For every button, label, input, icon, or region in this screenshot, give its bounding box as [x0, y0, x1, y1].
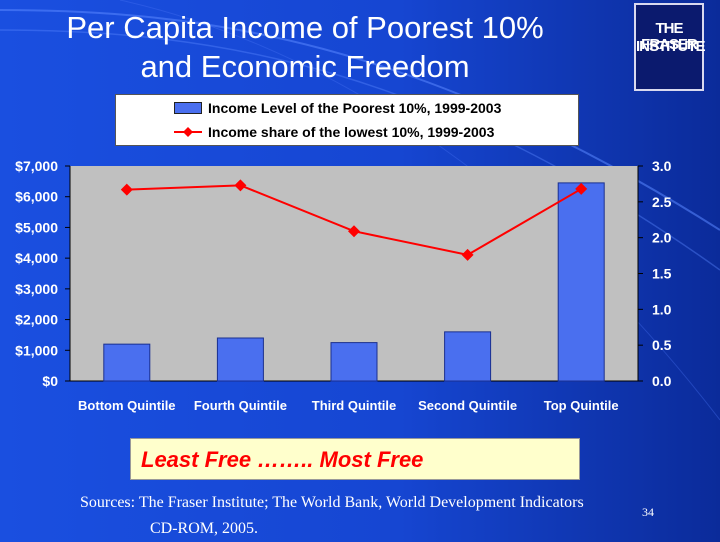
freedom-scale-text: Least Free …….. Most Free: [141, 447, 424, 472]
sources-note: Sources: The Fraser Institute; The World…: [80, 490, 680, 542]
right-tick-label: 2.5: [652, 194, 672, 210]
slide-title: Per Capita Income of Poorest 10% and Eco…: [10, 8, 600, 86]
line-marker-second-quintile: [461, 248, 474, 261]
sources-line-2: CD-ROM, 2005.: [150, 520, 259, 537]
bar-fourth-quintile: [216, 337, 264, 382]
line-marker-top-quintile: [575, 182, 588, 195]
left-tick-label: $0: [42, 373, 58, 389]
category-labels: Bottom Quintile Fourth Quintile Third Quin…: [78, 398, 619, 413]
left-tick-label: $2,000: [15, 312, 58, 328]
category-label: Fourth Quintile: [194, 398, 287, 413]
bar-top-quintile: [557, 182, 605, 382]
title-line-2: and Economic Freedom: [140, 49, 470, 84]
chart-legend: Income Level of the Poorest 10%, 1999-20…: [115, 94, 579, 146]
left-tick-label: $1,000: [15, 342, 58, 358]
bar-series: [103, 182, 605, 382]
right-axis: 0.0 0.5 1.0 1.5 2.0 2.5 3.0: [637, 158, 672, 389]
category-label: Third Quintile: [312, 398, 397, 413]
legend-label-bar: Income Level of the Poorest 10%, 1999-20…: [208, 100, 502, 116]
bar-third-quintile: [330, 342, 378, 382]
page-number: 34: [642, 505, 654, 519]
bar-bottom-quintile: [103, 343, 151, 382]
line-marker-fourth-quintile: [234, 179, 247, 192]
category-label: Bottom Quintile: [78, 398, 176, 413]
right-tick-label: 3.0: [652, 158, 672, 174]
legend-item-line: Income share of the lowest 10%, 1999-200…: [174, 122, 494, 142]
left-tick-label: $6,000: [15, 189, 58, 205]
left-tick-label: $3,000: [15, 281, 58, 297]
legend-bar-swatch: [174, 102, 202, 114]
right-tick-label: 0.5: [652, 337, 672, 353]
legend-item-bar: Income Level of the Poorest 10%, 1999-20…: [174, 98, 501, 118]
fraser-institute-logo: THE FRASER INSTITUTE: [634, 3, 706, 91]
logo-line-2: INSTITUTE: [636, 38, 706, 55]
left-tick-label: $4,000: [15, 250, 58, 266]
freedom-scale-banner: Least Free …….. Most Free: [130, 438, 580, 480]
left-tick-label: $7,000: [15, 158, 58, 174]
right-tick-label: 1.0: [652, 301, 672, 317]
category-label: Top Quintile: [544, 398, 619, 413]
right-tick-label: 0.0: [652, 373, 672, 389]
category-label: Second Quintile: [418, 398, 517, 413]
sources-line-1: Sources: The Fraser Institute; The World…: [80, 494, 584, 511]
line-series: [120, 179, 588, 261]
bar-second-quintile: [444, 331, 492, 382]
left-tick-label: $5,000: [15, 219, 58, 235]
right-tick-label: 2.0: [652, 230, 672, 246]
legend-label-line: Income share of the lowest 10%, 1999-200…: [208, 124, 495, 140]
line-marker-third-quintile: [348, 225, 360, 238]
line-marker-bottom-quintile: [120, 183, 133, 196]
legend-line-swatch: [174, 127, 202, 137]
title-line-1: Per Capita Income of Poorest 10%: [66, 10, 544, 45]
logo-line-1: THE FRASER: [641, 20, 698, 53]
right-tick-label: 1.5: [652, 266, 672, 282]
